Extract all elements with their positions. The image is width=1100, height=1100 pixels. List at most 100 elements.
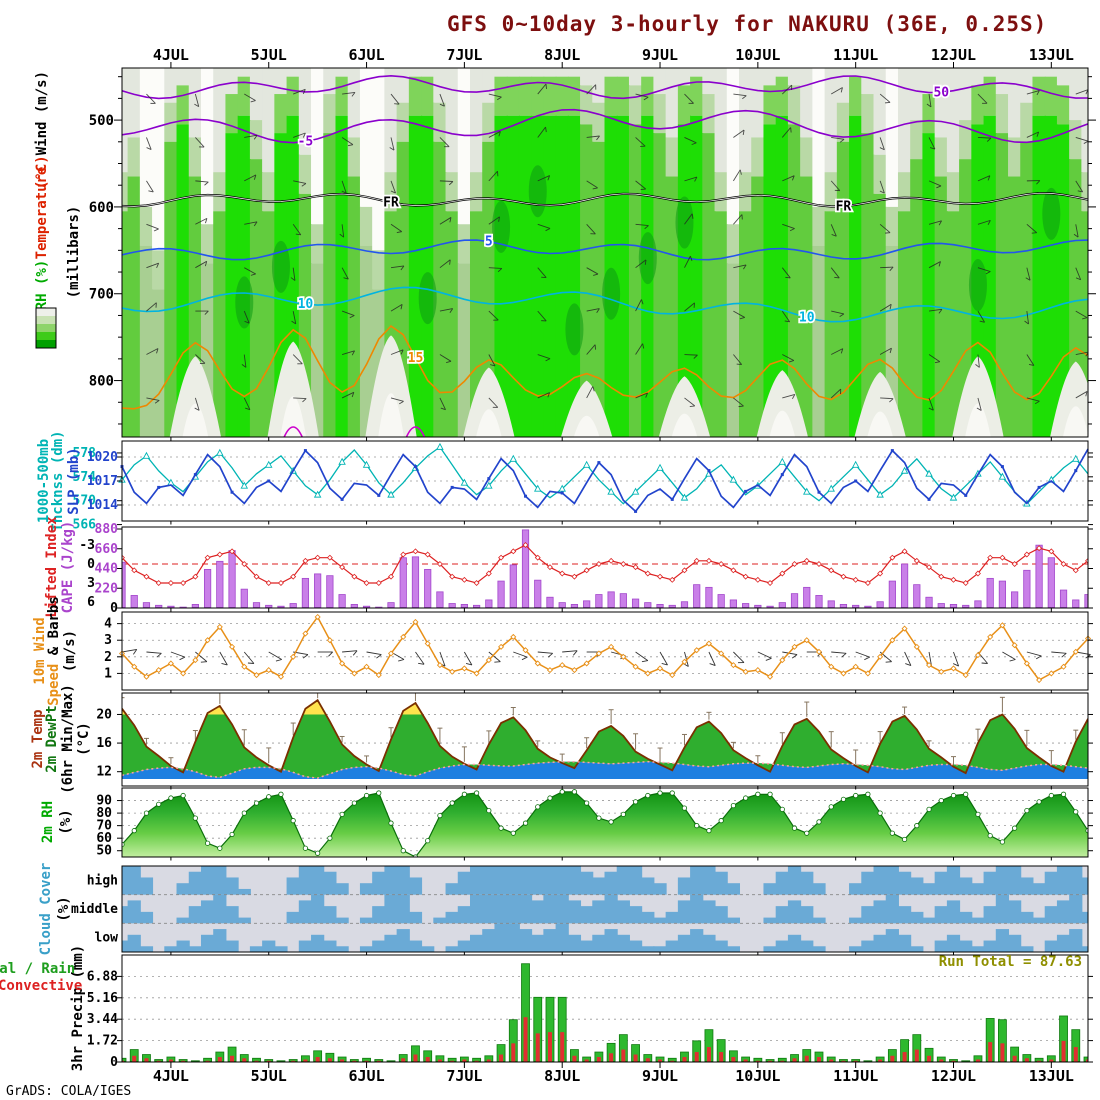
cape-bar bbox=[167, 605, 175, 608]
cloud-bar-high bbox=[372, 871, 386, 895]
precip-convective-bar bbox=[914, 1049, 919, 1062]
cloud-bar-low bbox=[959, 940, 973, 952]
cloud-bar-high bbox=[885, 866, 899, 895]
dark-green-rh-core bbox=[235, 276, 254, 329]
svg-text:80: 80 bbox=[96, 806, 112, 821]
cloud-bar-low bbox=[897, 934, 912, 952]
svg-text:3: 3 bbox=[104, 633, 112, 648]
cloud-bar-high bbox=[225, 877, 239, 895]
cape-bar bbox=[631, 598, 640, 608]
cape-bar bbox=[1035, 544, 1043, 608]
cloud-bar-middle bbox=[1056, 900, 1071, 924]
cloud-bar-low bbox=[506, 923, 520, 952]
cape-bar bbox=[742, 603, 750, 608]
cloud-bar-low bbox=[249, 946, 264, 952]
svg-text:3.44: 3.44 bbox=[87, 1012, 118, 1027]
dry-column bbox=[560, 380, 613, 437]
precip-convective-bar bbox=[694, 1052, 699, 1062]
precip-convective-bar bbox=[1073, 1047, 1078, 1062]
contour--5 bbox=[122, 108, 1088, 144]
cape-bar bbox=[913, 584, 921, 608]
cloud-bar-low bbox=[690, 929, 704, 952]
rh-area bbox=[122, 791, 1088, 857]
cloud-bar-low bbox=[812, 946, 826, 952]
cape-bar bbox=[546, 596, 554, 608]
svg-text:660: 660 bbox=[95, 542, 119, 557]
precip-total-bar bbox=[386, 1060, 396, 1062]
cloud-bar-high bbox=[1056, 866, 1071, 895]
precip-convective-bar bbox=[450, 1060, 455, 1062]
side-label: (millibars) bbox=[66, 206, 82, 299]
cloud-bar-low bbox=[262, 940, 276, 952]
precip-convective-bar bbox=[780, 1060, 785, 1062]
cape-bar bbox=[191, 604, 199, 608]
cape-bar bbox=[680, 601, 689, 608]
precip-total-bar bbox=[863, 1060, 873, 1062]
lifted-index-line bbox=[122, 544, 1088, 584]
precip-convective-bar bbox=[413, 1054, 418, 1062]
precip-convective-bar bbox=[132, 1055, 137, 1062]
panel-cloud-cover bbox=[122, 866, 1088, 952]
cloud-bar-high bbox=[482, 866, 496, 895]
cloud-bar-high bbox=[286, 877, 300, 895]
side-label: Speed & Barbs bbox=[46, 596, 62, 706]
cloud-bar-high bbox=[445, 883, 459, 895]
cape-bar bbox=[852, 604, 860, 608]
cape-bar bbox=[411, 556, 420, 608]
cloud-bar-middle bbox=[1032, 917, 1046, 924]
cloud-bar-high bbox=[506, 866, 520, 895]
cloud-bar-high bbox=[628, 866, 643, 895]
cloud-bar-high bbox=[311, 866, 325, 895]
cloud-bar-middle bbox=[372, 906, 386, 924]
cloud-bar-middle bbox=[213, 894, 227, 924]
side-label: (°C)Wind (m/s) bbox=[34, 71, 50, 189]
run-total-text: Run Total = 87.63 bbox=[939, 954, 1082, 970]
precip-convective-bar bbox=[1024, 1058, 1029, 1062]
cloud-bar-high bbox=[971, 883, 985, 895]
cloud-bar-middle bbox=[122, 906, 129, 924]
precip-convective-bar bbox=[596, 1057, 601, 1062]
cape-bar bbox=[497, 580, 505, 608]
cloud-bar-high bbox=[213, 866, 227, 895]
dark-green-rh-core bbox=[675, 196, 694, 249]
cloud-bar-high bbox=[763, 883, 777, 895]
date-label-top: 12JUL bbox=[931, 46, 976, 64]
dark-green-rh-core bbox=[1042, 187, 1061, 240]
cloud-bar-high bbox=[812, 883, 826, 895]
svg-text:50: 50 bbox=[96, 844, 112, 859]
cape-bar bbox=[1072, 599, 1080, 608]
cape-bar bbox=[595, 594, 603, 608]
panel-2m-rh bbox=[122, 788, 1088, 857]
precip-convective-bar bbox=[327, 1058, 332, 1062]
date-label-bottom: 7JUL bbox=[446, 1067, 482, 1085]
cape-bar bbox=[509, 564, 517, 608]
cloud-bar-low bbox=[457, 940, 471, 952]
cape-bar bbox=[534, 579, 542, 608]
cape-bar bbox=[839, 604, 848, 608]
precip-convective-bar bbox=[768, 1060, 773, 1062]
cloud-bar-middle bbox=[714, 906, 728, 924]
cloud-bar-low bbox=[1069, 929, 1083, 952]
precip-convective-bar bbox=[1012, 1055, 1017, 1062]
cape-bar bbox=[668, 604, 676, 608]
cloud-bar-high bbox=[494, 866, 508, 895]
cloud-bar-low bbox=[1056, 934, 1071, 952]
precip-convective-bar bbox=[902, 1052, 907, 1062]
cloud-bar-low bbox=[225, 940, 239, 952]
cloud-bar-high bbox=[188, 871, 202, 895]
cloud-bar-middle bbox=[457, 906, 471, 924]
side-label: 1000-500mb bbox=[36, 439, 52, 523]
cape-bar bbox=[448, 603, 456, 608]
cape-bar bbox=[485, 599, 493, 608]
cloud-bar-middle bbox=[702, 900, 716, 924]
date-label-bottom: 11JUL bbox=[833, 1067, 878, 1085]
precip-convective-bar bbox=[535, 1033, 540, 1062]
date-label-bottom: 8JUL bbox=[544, 1067, 580, 1085]
cape-bar bbox=[705, 586, 713, 608]
cloud-bar-middle bbox=[922, 917, 936, 924]
cloud-bar-high bbox=[1044, 871, 1058, 895]
svg-text:12: 12 bbox=[96, 765, 112, 780]
cape-bar bbox=[1011, 591, 1019, 608]
cloud-bar-high bbox=[677, 877, 692, 895]
